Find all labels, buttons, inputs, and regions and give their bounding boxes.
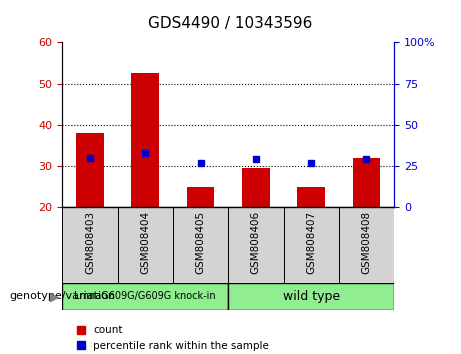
Bar — [242, 168, 270, 207]
FancyBboxPatch shape — [284, 207, 339, 283]
Text: GSM808408: GSM808408 — [361, 211, 372, 274]
Text: GDS4490 / 10343596: GDS4490 / 10343596 — [148, 16, 313, 30]
Text: LmnaG609G/G609G knock-in: LmnaG609G/G609G knock-in — [74, 291, 216, 302]
Text: GSM808403: GSM808403 — [85, 211, 95, 274]
Bar — [76, 133, 104, 207]
FancyBboxPatch shape — [62, 283, 228, 310]
Text: GSM808405: GSM808405 — [195, 211, 206, 274]
Text: ▶: ▶ — [50, 290, 60, 303]
FancyBboxPatch shape — [62, 207, 118, 283]
Text: genotype/variation: genotype/variation — [9, 291, 115, 302]
FancyBboxPatch shape — [339, 207, 394, 283]
Bar — [353, 158, 380, 207]
Bar — [131, 73, 159, 207]
Text: wild type: wild type — [283, 290, 340, 303]
Legend: count, percentile rank within the sample: count, percentile rank within the sample — [77, 325, 269, 350]
FancyBboxPatch shape — [228, 283, 394, 310]
Bar — [187, 187, 214, 207]
Text: GSM808406: GSM808406 — [251, 211, 261, 274]
Text: GSM808404: GSM808404 — [140, 211, 150, 274]
Text: GSM808407: GSM808407 — [306, 211, 316, 274]
FancyBboxPatch shape — [173, 207, 228, 283]
FancyBboxPatch shape — [228, 207, 284, 283]
Bar — [297, 187, 325, 207]
FancyBboxPatch shape — [118, 207, 173, 283]
